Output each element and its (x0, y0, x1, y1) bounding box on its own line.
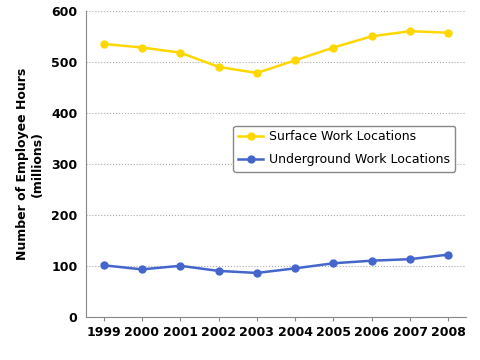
Underground Work Locations (407, 257, 413, 261)
Surface Work Locations (216, 65, 221, 69)
Surface Work Locations (254, 71, 260, 75)
Underground Work Locations (254, 271, 260, 275)
Surface Work Locations (292, 58, 298, 62)
Underground Work Locations (139, 267, 145, 271)
Underground Work Locations (369, 258, 374, 263)
Surface Work Locations (101, 42, 107, 46)
Y-axis label: Number of Employee Hours
(millions): Number of Employee Hours (millions) (16, 68, 44, 260)
Legend: Surface Work Locations, Underground Work Locations: Surface Work Locations, Underground Work… (233, 126, 456, 171)
Surface Work Locations (178, 50, 183, 55)
Underground Work Locations (292, 266, 298, 270)
Surface Work Locations (445, 31, 451, 35)
Underground Work Locations (101, 263, 107, 267)
Underground Work Locations (331, 261, 336, 265)
Surface Work Locations (407, 29, 413, 33)
Surface Work Locations (369, 34, 374, 39)
Line: Underground Work Locations: Underground Work Locations (100, 251, 452, 276)
Underground Work Locations (216, 269, 221, 273)
Surface Work Locations (331, 45, 336, 50)
Line: Surface Work Locations: Surface Work Locations (100, 28, 452, 76)
Underground Work Locations (178, 264, 183, 268)
Surface Work Locations (139, 45, 145, 50)
Underground Work Locations (445, 252, 451, 257)
